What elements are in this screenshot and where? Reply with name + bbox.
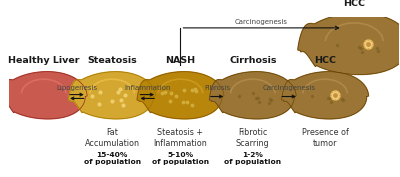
Text: Steatosis +
Inflammation: Steatosis + Inflammation bbox=[154, 128, 207, 148]
Text: NASH: NASH bbox=[166, 56, 196, 65]
Text: Carcinogenesis: Carcinogenesis bbox=[235, 19, 288, 25]
Text: Fibrosis: Fibrosis bbox=[204, 85, 230, 91]
Polygon shape bbox=[209, 72, 296, 119]
Text: Healthy Liver: Healthy Liver bbox=[8, 56, 80, 65]
Polygon shape bbox=[69, 72, 156, 119]
Text: HCC: HCC bbox=[343, 0, 365, 8]
Text: Steatosis: Steatosis bbox=[87, 56, 137, 65]
Text: Inflammation: Inflammation bbox=[124, 85, 170, 91]
Text: 1-2%
of population: 1-2% of population bbox=[224, 152, 281, 165]
Text: Lipogenesis: Lipogenesis bbox=[56, 85, 98, 91]
Polygon shape bbox=[137, 72, 224, 119]
Text: Fat
Accumulation: Fat Accumulation bbox=[84, 128, 140, 148]
Text: Fibrotic
Scarring: Fibrotic Scarring bbox=[236, 128, 270, 148]
Text: Carcinogenesis: Carcinogenesis bbox=[263, 85, 316, 91]
Polygon shape bbox=[282, 72, 368, 119]
Polygon shape bbox=[298, 13, 400, 75]
Polygon shape bbox=[0, 72, 87, 119]
Text: Presence of
tumor: Presence of tumor bbox=[302, 128, 348, 148]
Text: 5-10%
of population: 5-10% of population bbox=[152, 152, 209, 165]
Text: 15-40%
of population: 15-40% of population bbox=[84, 152, 141, 165]
Text: HCC: HCC bbox=[314, 56, 336, 65]
Text: Cirrhosis: Cirrhosis bbox=[229, 56, 276, 65]
